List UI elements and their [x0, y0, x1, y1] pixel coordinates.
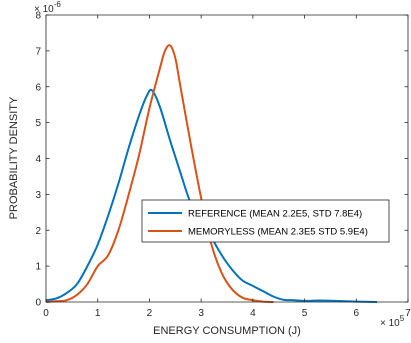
- x-tick-label: 3: [198, 308, 204, 319]
- x-ticks: 0 1 2 3 4 5 6 7: [43, 15, 411, 319]
- y-tick-label: 1: [35, 262, 41, 273]
- plot-area: [46, 15, 408, 302]
- y-tick-label: 4: [35, 154, 41, 165]
- y-axis-label: PROBABILITY DENSITY: [8, 96, 20, 219]
- y-tick-label: 7: [35, 46, 41, 57]
- y-tick-label: 0: [35, 298, 41, 309]
- y-tick-label: 3: [35, 190, 41, 201]
- x-tick-label: 0: [43, 308, 49, 319]
- x-tick-label: 1: [95, 308, 101, 319]
- y-tick-label: 8: [35, 11, 41, 22]
- x-tick-label: 5: [302, 308, 308, 319]
- y-tick-label: 6: [35, 82, 41, 93]
- x-multiplier-exp: 5: [400, 314, 405, 323]
- x-tick-label: 6: [354, 308, 360, 319]
- series-line-memoryless: [45, 44, 274, 303]
- y-ticks: 0 1 2 3 4 5 6 7 8: [35, 11, 408, 309]
- y-multiplier-base: × 10: [34, 4, 54, 15]
- legend-box: [141, 199, 390, 243]
- y-tick-label: 5: [35, 118, 41, 129]
- x-multiplier-base: × 10: [380, 318, 400, 329]
- legend-label-reference: REFERENCE (MEAN 2.2E5, STD 7.8E4): [188, 209, 362, 220]
- x-tick-label: 4: [250, 308, 256, 319]
- y-tick-label: 2: [35, 226, 41, 237]
- x-axis-label: ENERGY CONSUMPTION (J): [153, 325, 301, 337]
- x-tick-label: 7: [405, 308, 411, 319]
- x-multiplier: × 105: [380, 314, 405, 329]
- y-multiplier: × 10-6: [34, 0, 61, 15]
- legend: REFERENCE (MEAN 2.2E5, STD 7.8E4) MEMORY…: [141, 199, 390, 243]
- x-tick-label: 2: [147, 308, 153, 319]
- y-multiplier-exp: -6: [54, 0, 62, 9]
- legend-label-memoryless: MEMORYLESS (MEAN 2.3E5 STD 5.9E4): [188, 227, 368, 238]
